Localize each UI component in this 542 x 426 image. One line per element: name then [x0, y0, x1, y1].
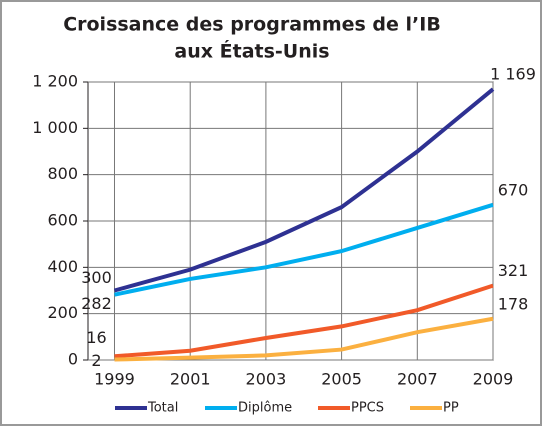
- value-label: 300: [81, 268, 112, 287]
- y-tick-label: 1 000: [32, 118, 78, 137]
- legend-label: PPCS: [351, 401, 384, 416]
- legend-label: Total: [147, 401, 178, 416]
- legend-label: PP: [443, 401, 459, 416]
- series-line: [114, 283, 494, 359]
- x-tick-label: 2001: [170, 370, 211, 389]
- x-tick-label: 2003: [246, 370, 287, 389]
- series-line: [114, 316, 494, 362]
- chart-title: Croissance des programmes de l’IB: [63, 14, 441, 36]
- x-tick-label: 2005: [321, 370, 362, 389]
- y-tick-label: 400: [47, 257, 78, 276]
- y-tick-label: 0: [68, 350, 78, 369]
- value-label: 321: [498, 261, 529, 280]
- value-label: 2: [91, 351, 101, 370]
- legend-label: Diplôme: [238, 401, 292, 416]
- value-label: 282: [81, 294, 112, 313]
- value-label: 16: [86, 328, 106, 347]
- chart-title: aux États-Unis: [174, 40, 329, 63]
- y-tick-label: 600: [47, 211, 78, 230]
- y-tick-label: 200: [47, 303, 78, 322]
- value-label: 670: [498, 180, 529, 199]
- x-tick-label: 1999: [94, 370, 135, 389]
- value-label: 1 169: [490, 65, 536, 84]
- series-line: [114, 202, 494, 297]
- series-line: [113, 87, 495, 293]
- x-tick-label: 2009: [473, 370, 514, 389]
- y-tick-label: 1 200: [32, 72, 78, 91]
- x-tick-label: 2007: [397, 370, 438, 389]
- y-tick-label: 800: [47, 164, 78, 183]
- value-label: 178: [498, 294, 529, 313]
